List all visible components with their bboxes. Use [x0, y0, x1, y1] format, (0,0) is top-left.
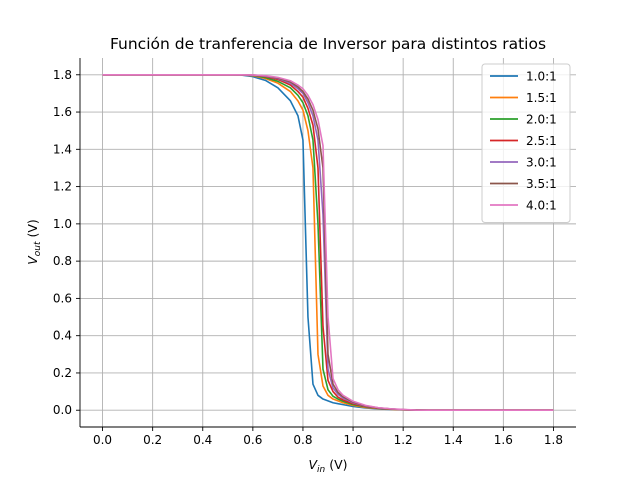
x-tick-label: 1.2 [394, 433, 413, 447]
legend-label: 2.0:1 [526, 113, 557, 127]
x-tick-label: 1.4 [444, 433, 463, 447]
legend-label: 3.5:1 [526, 177, 557, 191]
x-tick-label: 0.8 [293, 433, 312, 447]
axes [79, 58, 576, 428]
legend-label: 4.0:1 [526, 199, 557, 213]
y-axis-title-unit: (V) [25, 219, 40, 241]
x-axis-title-base: V [308, 457, 318, 472]
y-tick-label: 1.0 [53, 217, 72, 231]
y-tick-label: 0.4 [53, 329, 72, 343]
y-tick-label: 1.6 [53, 105, 72, 119]
x-axis-title-sub: in [317, 465, 326, 475]
legend-label: 1.0:1 [526, 70, 557, 84]
x-tick-label: 0.6 [243, 433, 262, 447]
legend-label: 2.5:1 [526, 134, 557, 148]
x-tick-label: 0.2 [143, 433, 162, 447]
series-line-4-0-1 [102, 73, 554, 412]
y-axis-title-sub: out [33, 241, 43, 256]
x-tick-label: 1.6 [494, 433, 513, 447]
x-ticks: 0.0 0.2 0.4 0.6 0.8 1.0 1.2 1.4 1.6 1.8 [93, 427, 563, 447]
x-axis-title-unit: (V) [325, 457, 347, 472]
x-tick-label: 1.8 [544, 433, 563, 447]
x-tick-label: 0.0 [93, 433, 112, 447]
y-axis-title-base: V [25, 255, 40, 265]
y-tick-label: 0.2 [53, 366, 72, 380]
y-ticks: 0.0 0.2 0.4 0.6 0.8 1.0 1.2 1.4 1.6 1.8 [53, 68, 80, 417]
x-tick-label: 1.0 [344, 433, 363, 447]
legend: 1.0:1 1.5:1 2.0:1 2.5:1 3.0:1 3.5:1 4.0:1 [481, 63, 571, 223]
x-axis-title: Vin (V) [308, 457, 347, 475]
y-tick-label: 1.8 [53, 68, 72, 82]
y-tick-label: 0.6 [53, 291, 72, 305]
legend-label: 3.0:1 [526, 156, 557, 170]
y-tick-label: 1.4 [53, 142, 72, 156]
chart-title: Función de tranferencia de Inversor para… [110, 35, 546, 53]
series-lines [102, 73, 554, 412]
y-axis-title: Vout (V) [25, 219, 43, 265]
x-tick-label: 0.4 [193, 433, 212, 447]
y-tick-label: 1.2 [53, 180, 72, 194]
legend-label: 1.5:1 [526, 91, 557, 105]
y-tick-label: 0.8 [53, 254, 72, 268]
y-tick-label: 0.0 [53, 403, 72, 417]
